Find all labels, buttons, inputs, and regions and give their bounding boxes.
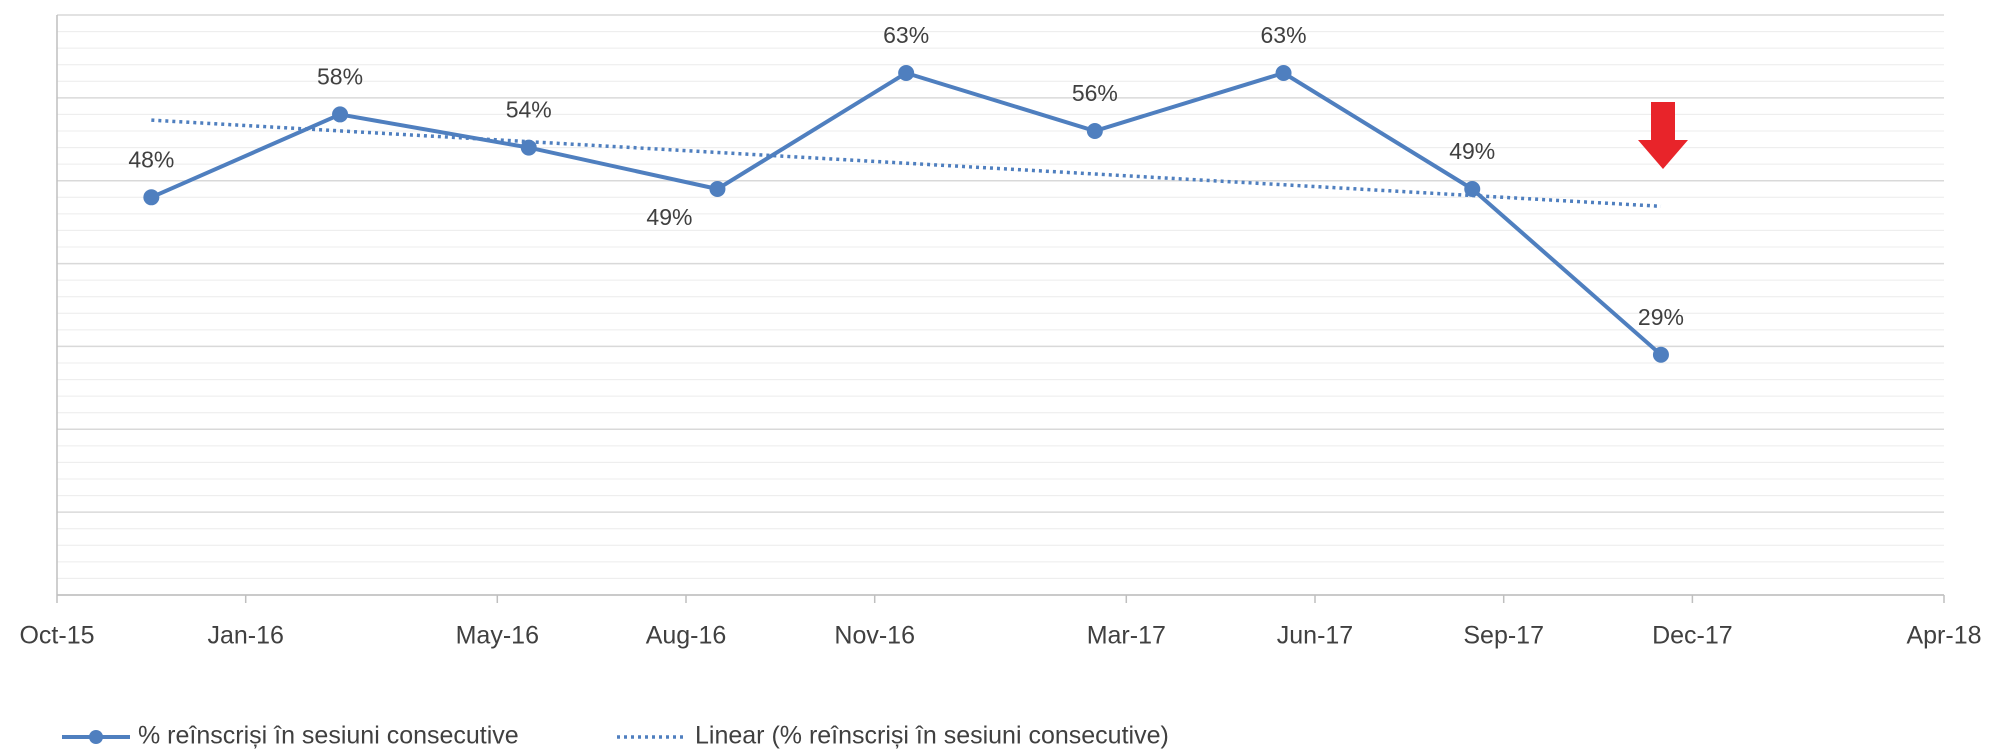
- x-tick-label: Dec-17: [1652, 622, 1733, 650]
- red-arrow: [1638, 102, 1688, 169]
- point: [709, 181, 726, 197]
- x-tick-label: Aug-16: [646, 622, 727, 650]
- data-label: 63%: [883, 22, 929, 48]
- data-label: 54%: [506, 97, 552, 123]
- data-label: 63%: [1261, 22, 1307, 48]
- legend-label: % reînscriși în sesiuni consecutive: [138, 722, 519, 750]
- x-tick-label: Sep-17: [1463, 622, 1544, 650]
- point: [1275, 65, 1292, 81]
- legend-label: Linear (% reînscriși în sesiuni consecut…: [695, 722, 1169, 750]
- x-tick-label: Jan-16: [207, 622, 283, 650]
- point: [1652, 346, 1669, 363]
- x-tick-label: May-16: [456, 622, 539, 650]
- data-label: 48%: [128, 146, 174, 172]
- data-label: 58%: [317, 64, 363, 90]
- trendline: [151, 118, 1662, 209]
- x-tick-label: Apr-18: [1906, 622, 1981, 650]
- legend-marker: [89, 730, 103, 744]
- x-tick-label: Mar-17: [1087, 622, 1166, 650]
- point: [898, 65, 915, 81]
- x-tick-label: Nov-16: [834, 622, 915, 650]
- point: [143, 189, 160, 206]
- data-label: 56%: [1072, 80, 1118, 106]
- x-tick-label: Oct-15: [19, 622, 94, 650]
- point: [520, 139, 537, 156]
- data-label: 29%: [1638, 304, 1684, 330]
- data-label: 49%: [646, 204, 692, 230]
- point: [332, 106, 349, 123]
- x-tick-label: Jun-17: [1277, 622, 1353, 650]
- point: [1086, 123, 1103, 139]
- data-label: 49%: [1449, 138, 1495, 164]
- point: [1464, 181, 1481, 197]
